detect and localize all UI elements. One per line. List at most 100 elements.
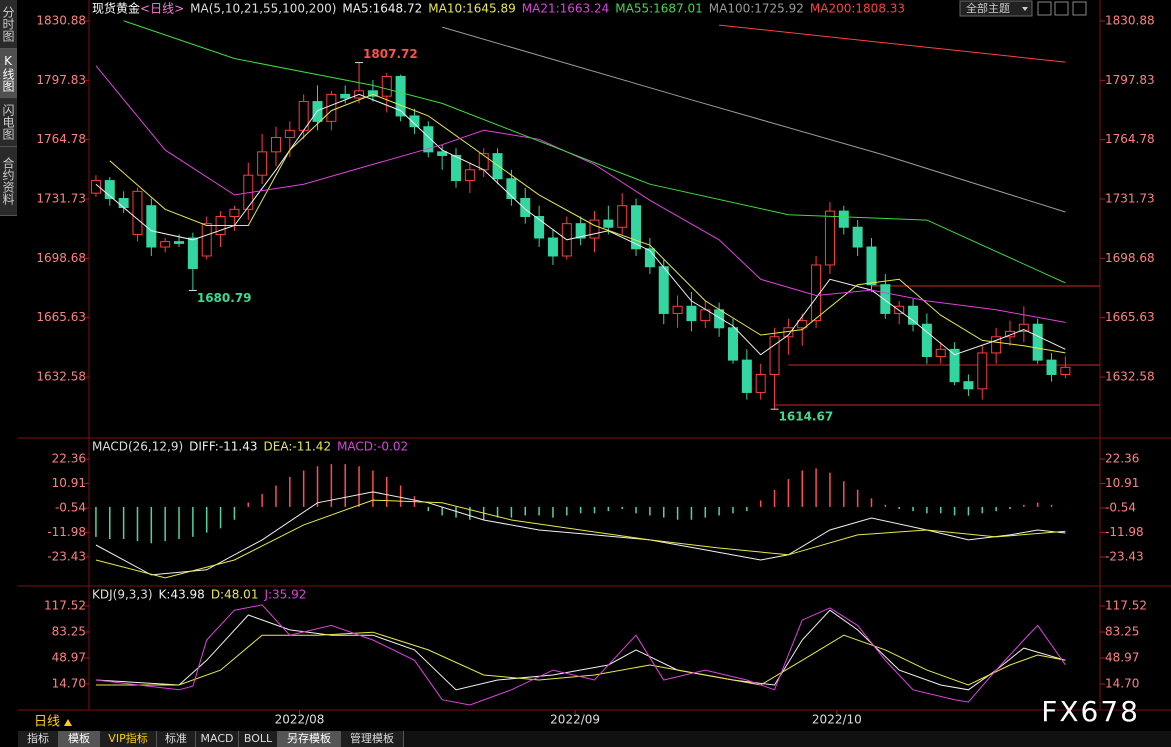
indicator-name: MA(5,10,21,55,100,200) bbox=[190, 2, 336, 16]
candle-body bbox=[451, 154, 462, 182]
theme-button[interactable] bbox=[959, 0, 1033, 17]
candle-body bbox=[1032, 323, 1043, 361]
candle-body bbox=[727, 327, 738, 361]
y-tick-label: -11.98 bbox=[1105, 525, 1144, 539]
candle-body bbox=[741, 359, 752, 393]
candle-body bbox=[520, 198, 531, 217]
candle-body bbox=[409, 115, 420, 128]
y-tick-label: 83.25 bbox=[1105, 625, 1139, 639]
candle-body bbox=[755, 373, 766, 393]
line-series bbox=[123, 20, 1066, 284]
candle-body bbox=[547, 237, 558, 257]
candle-body bbox=[423, 126, 434, 153]
theme-button-label[interactable]: 全部主题 bbox=[966, 1, 1010, 15]
candle-body bbox=[977, 352, 988, 390]
y-tick-label: -23.43 bbox=[1105, 550, 1144, 564]
candle-body bbox=[575, 223, 586, 239]
candle-body bbox=[1018, 323, 1029, 332]
indicator-name: KDJ(9,3,3) bbox=[92, 588, 153, 602]
candle-body bbox=[229, 208, 240, 217]
candle-body bbox=[90, 180, 101, 194]
candle-body bbox=[963, 381, 974, 390]
legend-entry: MA200:1808.33 bbox=[810, 2, 905, 16]
y-tick-label: 1830.88 bbox=[36, 14, 86, 28]
tab[interactable]: VIP指标 bbox=[100, 731, 157, 747]
tab-timeshare[interactable]: 分时图 bbox=[0, 0, 17, 49]
line-series bbox=[95, 609, 1066, 691]
tab[interactable]: 模板 bbox=[59, 731, 100, 747]
candle-body bbox=[838, 210, 849, 228]
tab[interactable]: 管理模板 bbox=[341, 731, 404, 747]
y-tick-label: 14.70 bbox=[52, 677, 86, 691]
candle-body bbox=[174, 241, 185, 244]
high-label: 1807.72 bbox=[363, 47, 418, 61]
candle-body bbox=[187, 237, 198, 270]
y-tick-label: 117.52 bbox=[44, 599, 86, 613]
candle-body bbox=[921, 323, 932, 358]
candle-body bbox=[589, 219, 600, 239]
candle-body bbox=[949, 348, 960, 383]
y-tick-label: 1764.78 bbox=[36, 132, 86, 146]
candle-body bbox=[811, 264, 822, 322]
legend-entry: D:48.01 bbox=[211, 588, 259, 602]
low-label: 1680.79 bbox=[197, 291, 252, 305]
tab[interactable]: BOLL bbox=[239, 731, 278, 747]
icon-button[interactable] bbox=[1054, 1, 1069, 16]
tab[interactable]: MACD bbox=[196, 731, 239, 747]
candle-body bbox=[201, 223, 212, 257]
y-tick-label: 83.25 bbox=[52, 625, 86, 639]
period-arrow[interactable] bbox=[64, 719, 72, 726]
tab-contract[interactable]: 合约资料 bbox=[0, 147, 17, 216]
candle-body bbox=[714, 309, 725, 329]
candle-body bbox=[880, 284, 891, 314]
icon-button[interactable] bbox=[1037, 1, 1052, 16]
tab-kline[interactable]: K线图 bbox=[0, 49, 17, 98]
y-tick-label: 1632.58 bbox=[1105, 370, 1155, 384]
watermark: FX678 bbox=[1041, 695, 1140, 728]
y-tick-label: -11.98 bbox=[47, 525, 86, 539]
legend-entry: K:43.98 bbox=[159, 588, 205, 602]
candle-body bbox=[1046, 359, 1057, 375]
candle-body bbox=[326, 93, 337, 122]
candle-body bbox=[132, 190, 143, 235]
candle-body bbox=[672, 305, 683, 314]
candle-body bbox=[631, 205, 642, 250]
y-tick-label: 48.97 bbox=[1105, 651, 1139, 665]
legend-entry: MACD:-0.02 bbox=[337, 440, 408, 454]
line-series bbox=[109, 93, 1066, 354]
y-tick-label: 10.91 bbox=[52, 476, 86, 490]
candle-body bbox=[658, 266, 669, 314]
candle-body bbox=[617, 205, 628, 228]
icon-button[interactable] bbox=[1072, 1, 1087, 16]
line-series bbox=[95, 604, 1066, 706]
x-tick-label: 2022/08 bbox=[275, 713, 325, 727]
x-tick-label: 2022/09 bbox=[550, 713, 600, 727]
candle-body bbox=[603, 219, 614, 228]
tab-flash[interactable]: 闪电图 bbox=[0, 98, 17, 147]
candle-body bbox=[312, 101, 323, 122]
tab[interactable]: 另存模板 bbox=[278, 731, 341, 747]
candle-body bbox=[991, 336, 1002, 354]
candle-body bbox=[146, 205, 157, 248]
period-label[interactable]: 日线 bbox=[34, 715, 60, 730]
y-tick-label: 14.70 bbox=[1105, 677, 1139, 691]
tab[interactable]: 指标 bbox=[18, 731, 59, 747]
legend-entry: DEA:-11.42 bbox=[264, 440, 332, 454]
candle-body bbox=[437, 151, 448, 156]
candle-body bbox=[340, 93, 351, 99]
candle-body bbox=[769, 336, 780, 375]
low-label: 1614.67 bbox=[779, 410, 834, 424]
candle-body bbox=[824, 210, 835, 266]
tab[interactable]: 标准 bbox=[157, 731, 196, 747]
candle-body bbox=[270, 136, 281, 153]
candle-body bbox=[1004, 330, 1015, 338]
dropdown-arrow bbox=[1022, 7, 1028, 11]
indicator-name: MACD(26,12,9) bbox=[92, 440, 183, 454]
y-tick-label: 1797.83 bbox=[1105, 73, 1155, 87]
line-series bbox=[95, 499, 1066, 579]
legend-entry: DIFF:-11.43 bbox=[189, 440, 257, 454]
candle-body bbox=[464, 169, 475, 182]
line-series bbox=[95, 631, 1066, 686]
period-tag: <日线> bbox=[140, 2, 184, 16]
